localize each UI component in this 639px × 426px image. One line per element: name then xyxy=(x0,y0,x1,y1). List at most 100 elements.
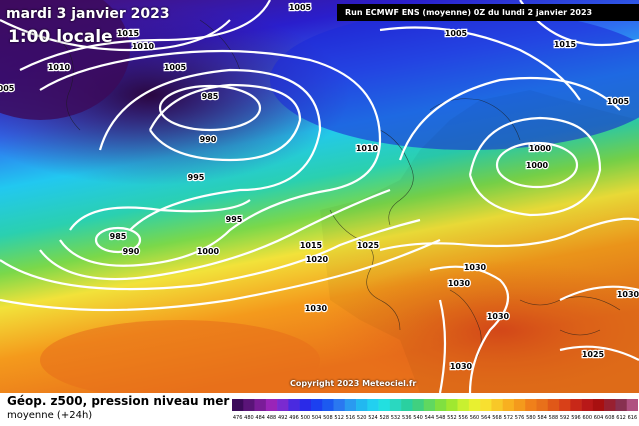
scale-label: 572 xyxy=(504,415,514,421)
scale-swatch xyxy=(525,399,537,411)
scale-label: 512 xyxy=(334,415,344,421)
isobar-label: 1005 xyxy=(164,63,187,72)
scale-label: 532 xyxy=(391,415,401,421)
isobar-label: 1020 xyxy=(306,255,329,264)
isobar-label: 990 xyxy=(200,135,217,144)
legend-footer: Géop. z500, pression niveau mer moyenne … xyxy=(0,393,639,426)
isobar-label: 1005 xyxy=(289,3,312,12)
scale-swatch xyxy=(299,399,312,411)
scale-swatch xyxy=(423,399,436,411)
isobar-label: 1030 xyxy=(305,304,328,313)
scale-swatch xyxy=(344,399,357,411)
copyright-text: Copyright 2023 Meteociel.fr xyxy=(290,379,417,388)
scale-label: 556 xyxy=(458,415,468,421)
scale-swatch xyxy=(401,399,413,411)
scale-label: 516 xyxy=(346,415,356,421)
scale-swatch xyxy=(491,399,503,411)
scale-swatch xyxy=(536,399,549,411)
scale-label: 544 xyxy=(425,415,435,421)
europe-landmass xyxy=(320,90,639,393)
isobar-label: 005 xyxy=(0,84,15,93)
valid-date-title: mardi 3 janvier 2023 xyxy=(6,6,170,22)
isobar-label: 985 xyxy=(110,232,127,241)
scale-label: 592 xyxy=(560,415,570,421)
scale-label: 488 xyxy=(267,415,277,421)
scale-swatch xyxy=(513,399,526,411)
scale-label: 536 xyxy=(402,415,412,421)
isobar-label: 995 xyxy=(226,215,243,224)
scale-label: 528 xyxy=(379,415,389,421)
isobar-label: 1010 xyxy=(356,144,379,153)
isobar-label: 1030 xyxy=(448,279,471,288)
isobar-label: 1015 xyxy=(554,40,577,49)
scale-label: 596 xyxy=(571,415,581,421)
scale-swatch xyxy=(378,399,391,411)
scale-label: 568 xyxy=(492,415,502,421)
isobar-label: 1000 xyxy=(197,247,220,256)
scale-label: 548 xyxy=(436,415,446,421)
scale-swatch xyxy=(356,399,368,411)
scale-label: 560 xyxy=(470,415,480,421)
scale-label: 580 xyxy=(526,415,536,421)
valid-time-title: 1:00 locale xyxy=(8,27,113,47)
scale-swatch xyxy=(277,399,289,411)
scale-swatch xyxy=(243,399,255,411)
scale-swatch xyxy=(412,399,425,411)
isobar-label: 1025 xyxy=(582,350,605,359)
scale-swatch xyxy=(310,399,323,411)
isobar-label: 1000 xyxy=(526,161,549,170)
isobar-label: 1010 xyxy=(132,42,155,51)
isobar-label: 990 xyxy=(123,247,140,256)
isobar-labels: 1015 1010 1010 1005 1005 1005 1015 1005 005 985 99… xyxy=(0,2,639,373)
isobar-label: 1015 xyxy=(117,29,140,38)
scale-swatch xyxy=(435,399,447,411)
scale-swatch xyxy=(367,399,379,411)
scale-swatch xyxy=(581,399,594,411)
scale-swatch xyxy=(547,399,560,411)
scale-swatch xyxy=(265,399,278,411)
warm-zone-south xyxy=(320,260,639,393)
model-run-banner: Run ECMWF ENS (moyenne) 0Z du lundi 2 ja… xyxy=(337,4,639,21)
scale-label: 524 xyxy=(368,415,378,421)
scale-swatch xyxy=(254,399,267,411)
scale-swatch xyxy=(480,399,492,411)
scale-swatch xyxy=(322,399,334,411)
isobar-label: 1005 xyxy=(607,97,630,106)
isobar-label: 1030 xyxy=(450,362,473,371)
scale-label: 540 xyxy=(413,415,423,421)
parameter-subtitle: moyenne (+24h) xyxy=(7,410,93,421)
isobar-label: 1025 xyxy=(357,241,380,250)
scale-swatch xyxy=(446,399,458,411)
color-scale: 476 480 484 488 492 496 500 504 508 512 516 520 524 5… xyxy=(232,399,638,421)
scale-swatch xyxy=(389,399,402,411)
blue-trough xyxy=(270,10,639,150)
warm-zone-southwest xyxy=(40,320,320,393)
scale-label: 616 xyxy=(628,415,638,421)
scale-label: 600 xyxy=(582,415,592,421)
scale-swatch xyxy=(457,399,470,411)
scale-label: 576 xyxy=(515,415,525,421)
scale-swatch xyxy=(626,399,638,411)
scale-swatch xyxy=(502,399,515,411)
scale-label: 508 xyxy=(323,415,333,421)
forecast-map: 1015 1010 1010 1005 1005 1005 1015 1005 005 985 99… xyxy=(0,0,639,393)
scale-swatch xyxy=(333,399,346,411)
scale-label: 504 xyxy=(312,415,322,421)
isobar-label: 1030 xyxy=(464,263,487,272)
isobar-label: 985 xyxy=(202,92,219,101)
isobar-label: 1005 xyxy=(445,29,468,38)
scale-swatch xyxy=(615,399,628,411)
scale-label: 588 xyxy=(549,415,559,421)
scale-swatch xyxy=(232,399,244,411)
isobar-lines xyxy=(0,0,639,393)
scale-label: 492 xyxy=(278,415,288,421)
scale-label: 564 xyxy=(481,415,491,421)
deep-low-zone-west xyxy=(0,0,130,120)
coastlines xyxy=(59,19,621,371)
scale-swatch xyxy=(559,399,571,411)
isobar-label: 1030 xyxy=(617,290,639,299)
isobar-label: 1030 xyxy=(487,312,510,321)
scale-swatch xyxy=(570,399,582,411)
isobar-label: 995 xyxy=(188,173,205,182)
